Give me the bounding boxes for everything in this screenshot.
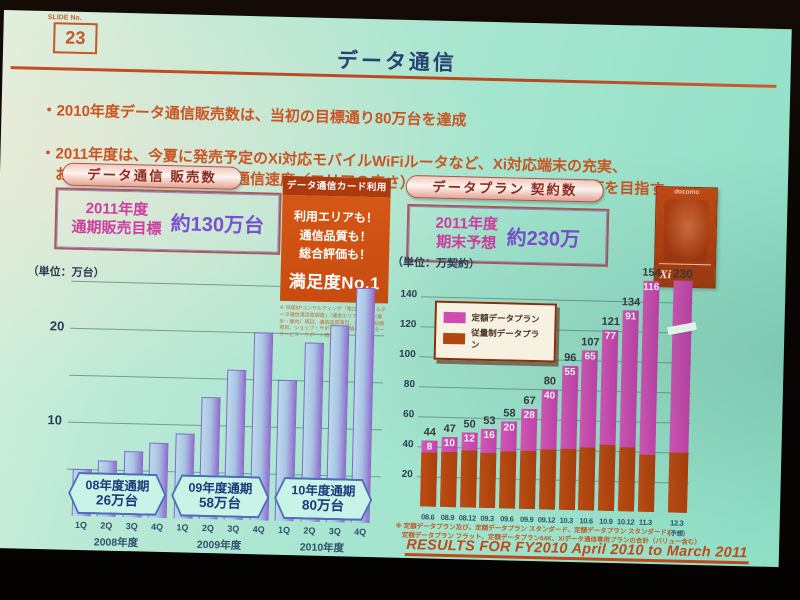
sales-target-label: 2011年度 通期販売目標: [71, 200, 162, 240]
legend-row-1: 定額データプラン: [443, 311, 547, 326]
poster-image: [663, 199, 709, 263]
x-axis-label-q8: 4Q: [252, 524, 265, 535]
plan-forecast-caption: 期末予想: [436, 233, 497, 253]
x-axis-label-q11: 3Q: [328, 526, 341, 537]
annual-total-banner-2010年度: 10年度通期 80万台: [274, 477, 373, 521]
sales-bar-chart: 10 20 08年度通期 26万台 09年度通期 58万台 10年度通期 80万台 1Q 2Q 3Q…: [13, 258, 398, 555]
legend-label-2: 従量制データプラン: [470, 327, 540, 350]
y-axis-tick-140: 140: [400, 288, 418, 301]
annual-label: 08年度通期: [85, 478, 150, 494]
sales-target-caption: 通期販売目標: [71, 218, 162, 238]
x-axis-label-q4: 4Q: [150, 521, 164, 533]
x-axis-year-2008年度: 2008年度: [93, 536, 139, 550]
fixed-rate-label-40: 40: [543, 390, 556, 402]
contract-bar-09.9: [518, 408, 538, 510]
x-axis-label-q9: 1Q: [277, 524, 291, 536]
plan-stacked-bar-chart: 20 40 60 80 100 120 140 44 8 08.6 47 10 08.9 50 12 08.1…: [385, 266, 732, 566]
y-axis-tick-10: 10: [47, 412, 63, 428]
x-axis-label-q6: 2Q: [201, 522, 215, 534]
metered-segment: [667, 452, 688, 513]
annual-total: 80万台: [301, 497, 345, 514]
plan-section-banner: データプラン 契約数: [405, 174, 605, 203]
metered-segment: [459, 450, 477, 508]
satisfaction-box-header: データ通信カード利用: [282, 175, 391, 198]
annual-total-banner-2009年度: 09年度通期 58万台: [171, 474, 270, 518]
x-axis-label-q10: 2Q: [303, 525, 316, 536]
plan-forecast-value: 約230万: [506, 226, 581, 251]
annual-total-banner-2008年度: 08年度通期 26万台: [68, 472, 167, 516]
satisfaction-line-3: 総合評価も！: [298, 246, 372, 263]
x-axis-label-11.3: 11.3: [638, 517, 653, 527]
metered-segment: [538, 449, 557, 510]
y-axis-tick-80: 80: [403, 378, 416, 391]
y-axis-tick-20: 20: [401, 468, 413, 481]
metered-segment: [637, 454, 656, 513]
metered-segment: [617, 446, 636, 512]
metered-segment: [578, 447, 596, 511]
chart-legend: 定額データプラン従量制データプラン: [433, 300, 557, 363]
metered-segment: [479, 452, 497, 509]
x-axis-label-q7: 3Q: [227, 523, 240, 534]
total-label-230: 230: [672, 266, 694, 281]
metered-segment: [518, 450, 537, 510]
fixed-rate-label-116: 116: [643, 281, 660, 294]
x-axis-label-q2: 2Q: [100, 520, 113, 531]
plan-forecast-year: 2011年度: [435, 214, 499, 234]
contract-bar-09.12: [538, 389, 558, 510]
fixed-rate-label-28: 28: [523, 409, 535, 421]
total-label-154: 154: [642, 266, 661, 280]
x-axis-label-q12: 4Q: [354, 526, 367, 538]
satisfaction-line-1: 利用エリアも！: [293, 209, 379, 226]
metered-segment: [598, 444, 616, 512]
fixed-rate-label-91: 91: [624, 311, 637, 323]
slide-no-label: SLIDE No.: [47, 14, 82, 22]
y-axis-tick-100: 100: [398, 348, 416, 361]
contract-bar-12.3: [667, 280, 693, 513]
fixed-rate-label-20: 20: [503, 422, 515, 434]
metered-segment: [419, 452, 438, 507]
legend-swatch-1: [443, 311, 466, 323]
sales-target-year: 2011年度: [85, 200, 149, 219]
fixed-rate-label-55: 55: [564, 366, 576, 379]
y-axis-tick-120: 120: [399, 318, 417, 331]
bullet-item-1: ・2010年度データ通信販売数は、当初の目標通り80万台を達成: [41, 102, 467, 130]
legend-row-2: 従量制データプラン: [442, 326, 548, 353]
annual-label: 10年度通期: [291, 483, 356, 499]
contract-bar-10.6: [578, 349, 599, 511]
plan-forecast-label: 2011年度 期末予想: [435, 215, 498, 254]
annual-label: 09年度通期: [188, 480, 253, 497]
contract-bar-10.9: [598, 329, 619, 512]
legend-swatch-2: [442, 332, 466, 344]
annual-total-banner-inner: 08年度通期 26万台: [70, 474, 165, 514]
metered-segment: [439, 451, 458, 508]
sales-section-banner: データ通信 販売数: [61, 162, 243, 190]
y-axis-tick-60: 60: [402, 408, 415, 421]
annual-total-banner-inner: 10年度通期 80万台: [276, 479, 371, 519]
contract-bar-09.6: [499, 421, 518, 509]
annual-total: 58万台: [198, 495, 242, 512]
fixed-rate-label-65: 65: [584, 350, 596, 363]
presentation-slide: SLIDE No. 23 データ通信 ・2010年度データ通信販売数は、当初の目…: [0, 10, 792, 568]
sales-target-box: 2011年度 通期販売目標 約130万台: [54, 187, 282, 255]
poster-brand-text: docomo: [674, 188, 700, 197]
legend-label-1: 定額データプラン: [471, 312, 540, 325]
annual-total: 26万台: [95, 492, 139, 509]
metered-segment: [499, 451, 517, 509]
contract-bar-10.3: [558, 365, 579, 511]
x-axis-label-q5: 1Q: [176, 522, 189, 533]
metered-segment: [558, 448, 577, 511]
x-axis-year-2010年度: 2010年度: [299, 541, 345, 555]
y-axis-tick-20: 20: [49, 318, 65, 334]
fixed-rate-label-77: 77: [604, 330, 617, 342]
x-axis-year-2009年度: 2009年度: [196, 538, 242, 552]
annual-total-banner-inner: 09年度通期 58万台: [173, 476, 268, 516]
poster-divider: [658, 263, 711, 266]
x-axis-label-q1: 1Q: [74, 519, 88, 531]
y-axis-tick-40: 40: [402, 438, 414, 451]
sales-target-value: 約130万台: [170, 212, 265, 237]
x-axis-label-q3: 3Q: [125, 521, 138, 532]
